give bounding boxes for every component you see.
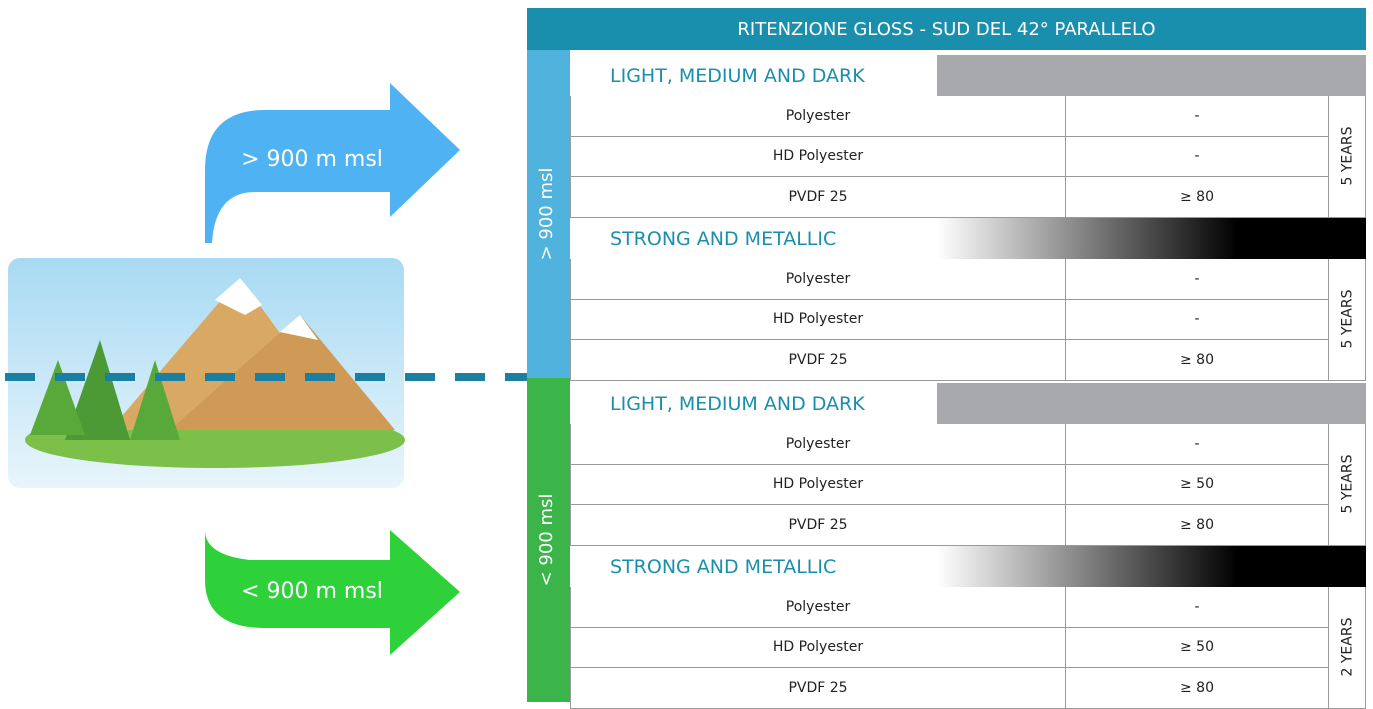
section-label: > 900 msl xyxy=(536,167,557,261)
tree xyxy=(65,340,130,440)
value-cell: ≥ 50 xyxy=(1065,627,1328,668)
value-cell: - xyxy=(1065,96,1328,137)
heading-bar xyxy=(937,218,1366,259)
product-cell: PVDF 25 xyxy=(570,340,1065,381)
group-heading: STRONG AND METALLIC xyxy=(610,227,837,250)
product-cell: Polyester xyxy=(570,259,1065,300)
value-cell: - xyxy=(1065,424,1328,465)
arrow-down xyxy=(205,497,460,655)
arrow-label: > 900 m msl xyxy=(241,147,383,172)
period-cell: 2 YEARS xyxy=(1328,587,1366,709)
arrow-up xyxy=(205,83,460,243)
product-cell: PVDF 25 xyxy=(570,177,1065,218)
product-cell: HD Polyester xyxy=(570,627,1065,668)
value-cell: - xyxy=(1065,587,1328,628)
tree xyxy=(30,360,85,435)
period-label: 5 YEARS xyxy=(1339,454,1356,514)
mountain xyxy=(170,315,395,430)
product-cell: PVDF 25 xyxy=(570,668,1065,709)
period-label: 5 YEARS xyxy=(1339,126,1356,186)
arrow-label: < 900 m msl xyxy=(241,579,383,604)
section-band xyxy=(527,50,570,378)
period-label: 2 YEARS xyxy=(1339,617,1356,677)
heading-bar xyxy=(937,383,1366,424)
group-heading: LIGHT, MEDIUM AND DARK xyxy=(610,392,865,415)
product-cell: Polyester xyxy=(570,424,1065,465)
product-cell: Polyester xyxy=(570,587,1065,628)
period-cell: 5 YEARS xyxy=(1328,259,1366,381)
value-cell: - xyxy=(1065,299,1328,340)
product-cell: PVDF 25 xyxy=(570,505,1065,546)
period-cell: 5 YEARS xyxy=(1328,424,1366,546)
period-label: 5 YEARS xyxy=(1339,289,1356,349)
snow xyxy=(280,315,318,340)
group-heading: STRONG AND METALLIC xyxy=(610,555,837,578)
value-cell: ≥ 80 xyxy=(1065,505,1328,546)
section-band xyxy=(527,378,570,702)
snow xyxy=(215,278,262,315)
value-cell: ≥ 50 xyxy=(1065,464,1328,505)
product-cell: HD Polyester xyxy=(570,464,1065,505)
value-cell: - xyxy=(1065,259,1328,300)
value-cell: - xyxy=(1065,136,1328,177)
product-cell: HD Polyester xyxy=(570,299,1065,340)
illustration: > 900 m msl < 900 m msl xyxy=(5,83,527,655)
tree xyxy=(130,360,180,440)
section-label: < 900 msl xyxy=(536,493,557,587)
value-cell: ≥ 80 xyxy=(1065,668,1328,709)
table-title: RITENZIONE GLOSS - SUD DEL 42° PARALLELO xyxy=(527,8,1366,50)
value-cell: ≥ 80 xyxy=(1065,340,1328,381)
value-cell: ≥ 80 xyxy=(1065,177,1328,218)
heading-bar xyxy=(937,546,1366,587)
group-heading: LIGHT, MEDIUM AND DARK xyxy=(610,64,865,87)
product-cell: Polyester xyxy=(570,96,1065,137)
period-cell: 5 YEARS xyxy=(1328,96,1366,218)
product-cell: HD Polyester xyxy=(570,136,1065,177)
heading-bar xyxy=(937,55,1366,96)
